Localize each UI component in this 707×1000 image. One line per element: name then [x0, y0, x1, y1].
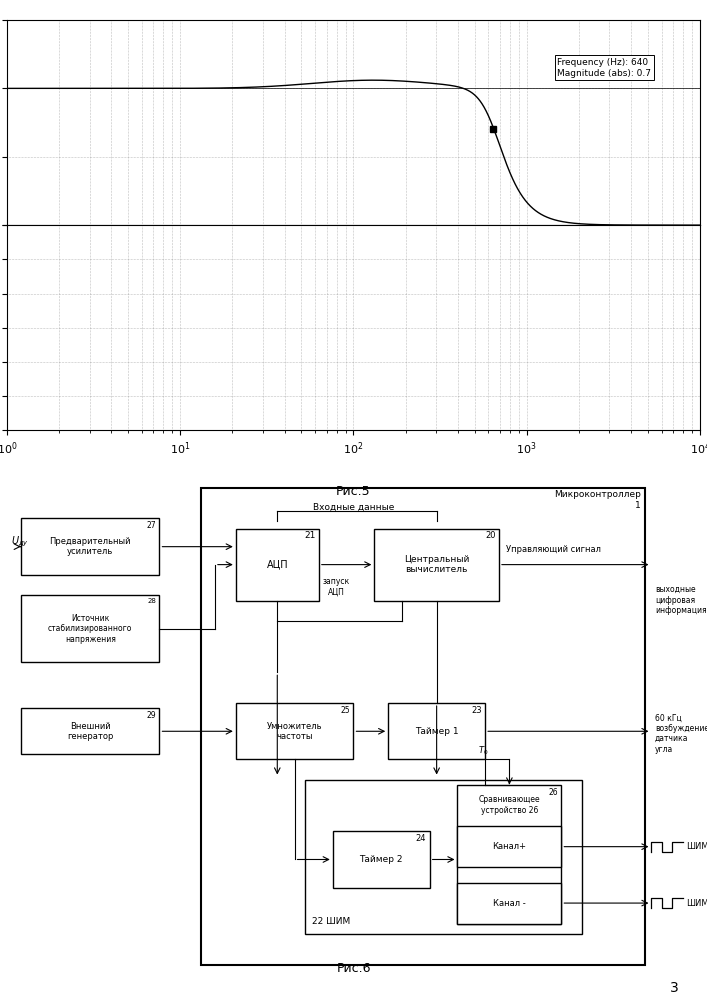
Bar — [457, 883, 561, 924]
Text: Источник
стабилизированного
напряжения: Источник стабилизированного напряжения — [48, 614, 132, 644]
Text: Frequency (Hz): 640
Magnitude (abs): 0.7: Frequency (Hz): 640 Magnitude (abs): 0.7 — [557, 58, 651, 78]
Text: 26: 26 — [548, 788, 558, 797]
Text: ШИМ-: ШИМ- — [686, 899, 707, 908]
Text: АЦП: АЦП — [267, 560, 288, 570]
Text: выходные
цифровая
информация: выходные цифровая информация — [655, 585, 706, 615]
Text: 28: 28 — [147, 598, 156, 604]
Text: 21: 21 — [304, 531, 315, 540]
Text: Управляющий сигнал: Управляющий сигнал — [506, 545, 601, 554]
Text: 25: 25 — [340, 706, 350, 715]
Text: 60 кГц
возбуждение
датчика
угла: 60 кГц возбуждение датчика угла — [655, 713, 707, 754]
Text: Канал -: Канал - — [493, 899, 526, 908]
Text: Центральный
вычислитель: Центральный вычислитель — [404, 555, 469, 574]
Bar — [305, 780, 582, 934]
Bar — [21, 595, 160, 662]
Bar — [457, 826, 561, 867]
Text: Умножитель
частоты: Умножитель частоты — [267, 722, 322, 741]
Text: Предварительный
усилитель: Предварительный усилитель — [49, 537, 131, 556]
Text: Таймер 2: Таймер 2 — [359, 855, 403, 864]
Text: Входные данные: Входные данные — [312, 503, 395, 512]
Text: 29: 29 — [146, 711, 156, 720]
Bar — [201, 488, 645, 965]
Bar — [333, 831, 430, 888]
Bar — [388, 703, 485, 759]
Text: ШИМ+: ШИМ+ — [686, 842, 707, 851]
Text: запуск
АЦП: запуск АЦП — [322, 577, 350, 597]
Text: Сравнивающее
устройство 26: Сравнивающее устройство 26 — [479, 795, 540, 815]
Text: Микроконтроллер
1: Микроконтроллер 1 — [554, 490, 641, 510]
Text: 24: 24 — [416, 834, 426, 843]
Text: 20: 20 — [485, 531, 496, 540]
Text: $T_0$: $T_0$ — [478, 744, 489, 757]
Text: $U_{ду}$: $U_{ду}$ — [11, 534, 28, 549]
Bar — [374, 529, 499, 601]
Bar — [21, 708, 160, 754]
Text: 3: 3 — [670, 981, 679, 995]
Bar — [21, 518, 160, 575]
Text: Рис.5: Рис.5 — [337, 485, 370, 498]
Bar — [235, 529, 319, 601]
Text: Таймер 1: Таймер 1 — [415, 727, 458, 736]
Text: Внешний
генератор: Внешний генератор — [67, 722, 113, 741]
Text: 22 ШИМ: 22 ШИМ — [312, 917, 350, 926]
Bar — [457, 785, 561, 924]
Bar — [235, 703, 354, 759]
Text: 23: 23 — [471, 706, 481, 715]
Text: Рис.6: Рис.6 — [337, 962, 370, 975]
Text: 27: 27 — [146, 521, 156, 530]
Text: Канал+: Канал+ — [492, 842, 527, 851]
